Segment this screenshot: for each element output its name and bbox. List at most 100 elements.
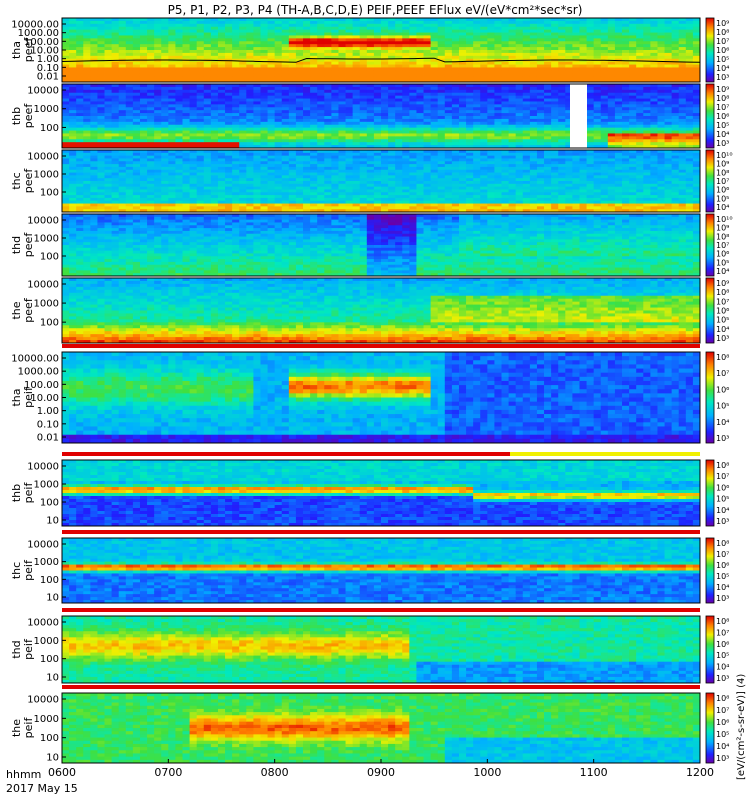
heatmap-cell xyxy=(587,125,594,128)
heatmap-cell xyxy=(487,96,494,99)
heatmap-cell xyxy=(218,184,225,187)
heatmap-cell xyxy=(487,122,494,125)
heatmap-cell xyxy=(97,90,104,93)
heatmap-cell xyxy=(594,110,601,113)
heatmap-cell xyxy=(317,175,324,178)
heatmap-cell xyxy=(275,189,282,192)
heatmap-cell xyxy=(268,204,275,207)
heatmap-cell xyxy=(665,35,672,38)
heatmap-cell xyxy=(76,175,83,178)
heatmap-cell xyxy=(672,119,679,122)
heatmap-cell xyxy=(161,204,168,207)
heatmap-cell xyxy=(168,38,175,41)
heatmap-cell xyxy=(374,125,381,128)
heatmap-cell xyxy=(693,27,700,30)
colorbar xyxy=(706,18,714,82)
heatmap-cell xyxy=(303,76,310,79)
heatmap-cell xyxy=(629,119,636,122)
heatmap-cell xyxy=(530,70,537,73)
heatmap-cell xyxy=(303,67,310,70)
heatmap-cell xyxy=(225,187,232,190)
heatmap-cell xyxy=(76,50,83,53)
heatmap-cell xyxy=(282,161,289,164)
heatmap-cell xyxy=(69,104,76,107)
heatmap-cell xyxy=(480,67,487,70)
heatmap-cell xyxy=(126,53,133,56)
heatmap-cell xyxy=(190,47,197,50)
heatmap-cell xyxy=(310,35,317,38)
heatmap-cell xyxy=(615,113,622,116)
heatmap-cell xyxy=(154,142,161,145)
heatmap-cell xyxy=(140,133,147,136)
heatmap-cell xyxy=(416,104,423,107)
heatmap-cell xyxy=(197,62,204,65)
colorbar-tick-label: 10³ xyxy=(716,139,729,148)
heatmap-cell xyxy=(360,33,367,36)
heatmap-cell xyxy=(466,110,473,113)
heatmap-cell xyxy=(253,195,260,198)
heatmap-cell xyxy=(657,35,664,38)
heatmap-cell xyxy=(353,99,360,102)
heatmap-cell xyxy=(232,195,239,198)
heatmap-cell xyxy=(416,136,423,139)
heatmap-cell xyxy=(572,35,579,38)
heatmap-cell xyxy=(268,90,275,93)
heatmap-cell xyxy=(147,67,154,70)
heatmap-cell xyxy=(650,125,657,128)
heatmap-cell xyxy=(296,181,303,184)
heatmap-cell xyxy=(147,24,154,27)
heatmap-cell xyxy=(579,35,586,38)
heatmap-cell xyxy=(466,104,473,107)
heatmap-cell xyxy=(204,167,211,170)
heatmap-cell xyxy=(367,136,374,139)
heatmap-cell xyxy=(416,113,423,116)
heatmap-cell xyxy=(183,53,190,56)
heatmap-cell xyxy=(76,41,83,44)
heatmap-cell xyxy=(650,67,657,70)
heatmap-cell xyxy=(388,119,395,122)
heatmap-cell xyxy=(579,73,586,76)
colorbar-tick-label: 10⁸ xyxy=(716,28,729,37)
heatmap-cell xyxy=(494,93,501,96)
heatmap-cell xyxy=(310,204,317,207)
heatmap-cell xyxy=(69,136,76,139)
heatmap-cell xyxy=(275,206,282,209)
heatmap-cell xyxy=(289,195,296,198)
heatmap-cell xyxy=(353,110,360,113)
heatmap-cell xyxy=(232,153,239,156)
heatmap-cell xyxy=(636,65,643,68)
heatmap-cell xyxy=(253,24,260,27)
heatmap-cell xyxy=(622,90,629,93)
heatmap-cell xyxy=(239,33,246,36)
heatmap-cell xyxy=(133,128,140,131)
heatmap-cell xyxy=(105,142,112,145)
heatmap-cell xyxy=(97,24,104,27)
heatmap-cell xyxy=(147,136,154,139)
heatmap-cell xyxy=(204,99,211,102)
heatmap-cell xyxy=(629,122,636,125)
heatmap-cell xyxy=(324,41,331,44)
heatmap-cell xyxy=(239,38,246,41)
heatmap-cell xyxy=(218,131,225,134)
heatmap-cell xyxy=(239,44,246,47)
heatmap-cell xyxy=(643,125,650,128)
heatmap-cell xyxy=(657,27,664,30)
heatmap-cell xyxy=(502,38,509,41)
heatmap-cell xyxy=(502,122,509,125)
heatmap-cell xyxy=(168,107,175,110)
heatmap-cell xyxy=(119,30,126,33)
heatmap-cell xyxy=(62,99,69,102)
heatmap-cell xyxy=(83,142,90,145)
heatmap-cell xyxy=(282,73,289,76)
heatmap-cell xyxy=(594,133,601,136)
heatmap-cell xyxy=(388,65,395,68)
heatmap-cell xyxy=(657,50,664,53)
heatmap-cell xyxy=(622,76,629,79)
heatmap-cell xyxy=(232,136,239,139)
colorbar-tick-label: 10⁹ xyxy=(716,19,729,28)
heatmap-cell xyxy=(260,116,267,119)
heatmap-cell xyxy=(140,93,147,96)
heatmap-cell xyxy=(204,65,211,68)
heatmap-cell xyxy=(438,113,445,116)
heatmap-cell xyxy=(466,125,473,128)
